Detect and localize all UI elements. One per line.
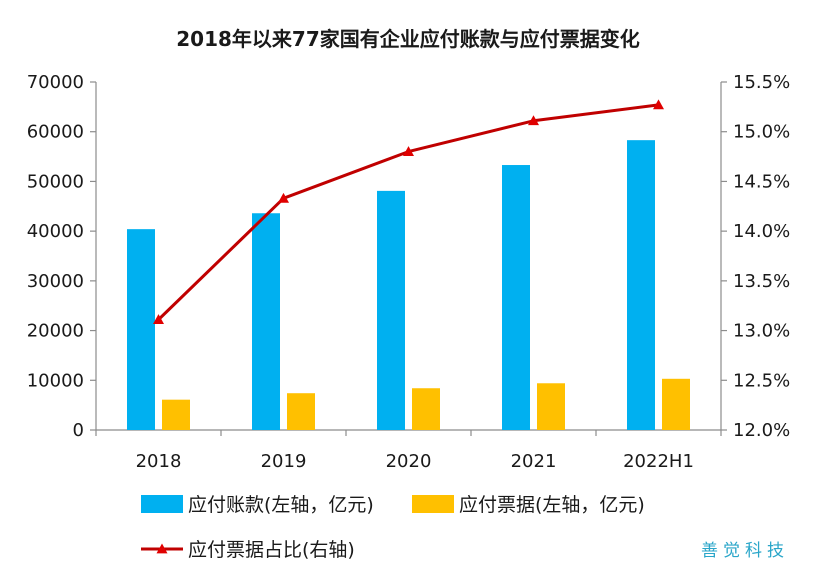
legend-swatch-accounts-payable xyxy=(141,495,183,513)
left-tick-label: 0 xyxy=(73,420,84,441)
x-axis-ticks: 2018 2019 2020 2021 2022H1 xyxy=(95,430,722,472)
accounts-payable-bar xyxy=(502,165,530,430)
right-tick-label: 13.0% xyxy=(733,321,790,342)
left-tick-label: 20000 xyxy=(27,321,84,342)
accounts-payable-bar xyxy=(127,229,155,430)
accounts-payable-bar xyxy=(377,190,405,430)
notes-payable-bar xyxy=(537,383,565,430)
x-tick-label: 2021 xyxy=(511,451,557,472)
ratio-line xyxy=(157,103,659,321)
legend-swatch-notes-payable xyxy=(412,495,454,513)
notes-payable-bar xyxy=(662,378,690,430)
notes-payable-bar xyxy=(287,393,315,430)
left-tick-label: 10000 xyxy=(27,370,84,391)
x-tick-label: 2020 xyxy=(386,451,432,472)
notes-payable-bar xyxy=(162,399,190,430)
right-tick-label: 12.5% xyxy=(733,370,790,391)
right-tick-label: 15.0% xyxy=(733,122,790,143)
x-tick-label: 2019 xyxy=(261,451,307,472)
notes-payable-bar xyxy=(412,388,440,430)
ratio-marker xyxy=(528,115,539,126)
left-tick-label: 30000 xyxy=(27,271,84,292)
ratio-line-series xyxy=(153,99,664,325)
chart-title: 2018年以来77家国有企业应付账款与应付票据变化 xyxy=(176,27,640,51)
left-tick-label: 50000 xyxy=(27,171,84,192)
ratio-marker xyxy=(653,99,664,110)
left-axis-ticks: 0 10000 20000 30000 40000 50000 60000 70000 xyxy=(27,72,96,441)
ratio-marker xyxy=(278,192,289,203)
watermark-text: 善觉科技 xyxy=(701,541,789,561)
x-tick-label: 2022H1 xyxy=(623,451,694,472)
legend-label-ratio: 应付票据占比(右轴) xyxy=(188,539,355,561)
accounts-payable-bar xyxy=(627,140,655,430)
accounts-payable-bar xyxy=(252,213,280,430)
axes xyxy=(95,82,722,431)
legend-label-accounts-payable: 应付账款(左轴，亿元) xyxy=(188,494,374,516)
right-tick-label: 12.0% xyxy=(733,420,790,441)
left-tick-label: 60000 xyxy=(27,122,84,143)
x-tick-label: 2018 xyxy=(136,451,182,472)
right-axis-ticks: 12.0% 12.5% 13.0% 13.5% 14.0% 14.5% 15.0% 15.5% xyxy=(721,72,790,441)
left-tick-label: 40000 xyxy=(27,221,84,242)
ratio-marker xyxy=(403,146,414,156)
legend-swatch-ratio-marker xyxy=(156,543,168,554)
legend: 应付账款(左轴，亿元) 应付票据(左轴，亿元) 应付票据占比(右轴) xyxy=(141,494,645,561)
bars xyxy=(127,140,690,430)
legend-label-notes-payable: 应付票据(左轴，亿元) xyxy=(459,494,645,516)
right-tick-label: 15.5% xyxy=(733,72,790,93)
right-tick-label: 14.5% xyxy=(733,171,790,192)
right-tick-label: 14.0% xyxy=(733,221,790,242)
right-tick-label: 13.5% xyxy=(733,271,790,292)
left-tick-label: 70000 xyxy=(27,72,84,93)
ratio-marker xyxy=(153,314,164,325)
